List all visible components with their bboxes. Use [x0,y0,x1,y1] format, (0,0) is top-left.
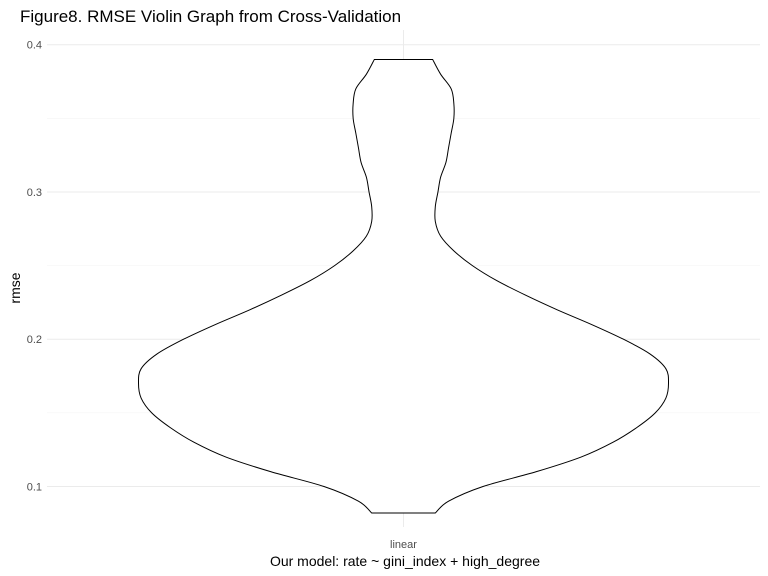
x-tick-label: linear [390,539,417,551]
x-axis-ticks: linear [390,539,417,551]
violin-series [137,58,670,514]
violin-linear [137,58,670,514]
y-tick-label: 0.4 [27,40,42,52]
y-axis-label: rmse [7,272,23,303]
y-tick-label: 0.3 [27,187,42,199]
x-axis-label: Our model: rate ~ gini_index + high_degr… [270,553,540,569]
y-axis-ticks: 0.1 0.2 0.3 0.4 [27,40,42,494]
chart-title: Figure8. RMSE Violin Graph from Cross-Va… [20,7,401,26]
y-tick-label: 0.2 [27,334,42,346]
y-tick-label: 0.1 [27,482,42,494]
